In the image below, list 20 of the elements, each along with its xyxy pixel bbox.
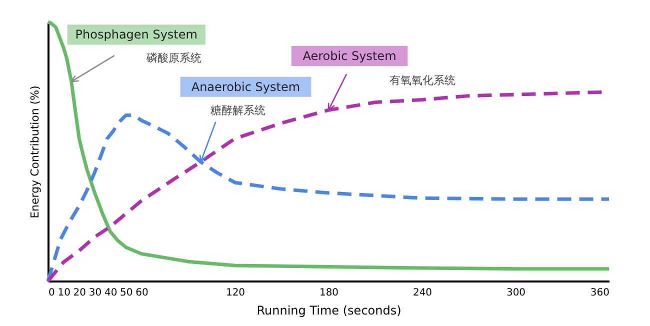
series-label: Phosphagen System [75, 28, 198, 42]
x-tick-label: 30 [88, 288, 102, 298]
x-tick-label: 20 [73, 288, 86, 298]
annotation: 磷酸原系统 [145, 52, 202, 65]
x-tick-label: 300 [506, 288, 526, 298]
y-axis-title: Energy Contribution (%) [28, 86, 42, 218]
x-tick-label: 60 [136, 288, 148, 298]
x-tick-label: 40 [104, 288, 118, 298]
x-tick-label: 50 [120, 288, 133, 298]
text: Aerobic System [302, 49, 396, 64]
annotation: 糖酵解系统 [210, 104, 266, 117]
x-tick-label: 360 [590, 288, 610, 298]
x-tick-label: 180 [319, 288, 339, 298]
x-tick-label: 10 [58, 288, 70, 298]
x-tick-label: 120 [226, 288, 246, 298]
x-axis-title: Running Time (seconds) [256, 304, 402, 318]
x-tick-label: 0 [48, 288, 55, 298]
annotation: 有氧氧化系统 [390, 74, 456, 88]
text: Anaerobic System [191, 80, 300, 94]
x-tick-label: 240 [412, 288, 432, 298]
